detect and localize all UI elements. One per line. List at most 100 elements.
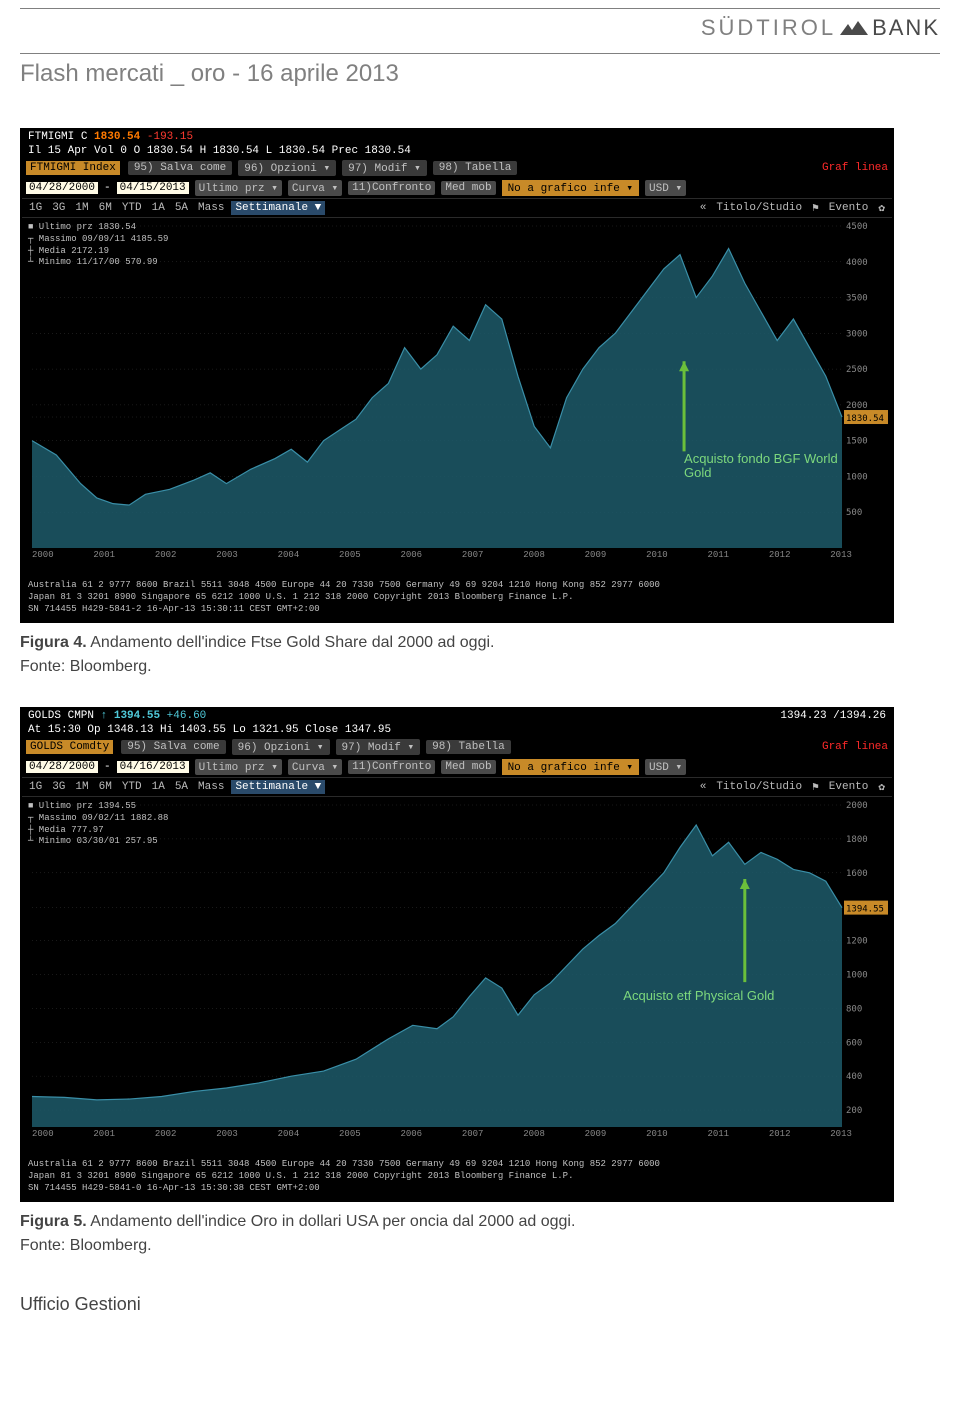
chart-legend: ■ Ultimo prz 1830.54┬ Massimo 09/09/11 4… [28, 222, 168, 269]
svg-text:600: 600 [846, 1039, 862, 1049]
currency-dropdown[interactable]: USD ▾ [645, 180, 686, 196]
index-box[interactable]: FTMIGMI Index [26, 161, 120, 175]
range-3g[interactable]: 3G [49, 202, 68, 214]
svg-text:1200: 1200 [846, 937, 868, 947]
bloomberg-terminal-2: GOLDS CMPN ↑ 1394.55 +46.60 1394.23 /139… [20, 707, 894, 1202]
range-6m[interactable]: 6M [96, 202, 115, 214]
range-1m[interactable]: 1M [72, 781, 91, 793]
svg-text:800: 800 [846, 1005, 862, 1015]
noagg-toggle[interactable]: No a grafico infe ▾ [502, 759, 639, 775]
brand-logo: SÜDTIROLBANK [20, 11, 940, 45]
toolbar-item[interactable]: ✿ [875, 780, 888, 794]
svg-text:1000: 1000 [846, 971, 868, 981]
table-button[interactable]: 98) Tabella [426, 740, 511, 754]
ticker: FTMIGMI [28, 131, 74, 143]
date-from[interactable]: 04/28/2000 [26, 761, 98, 773]
ohlc-line: At 15:30 Op 1348.13 Hi 1403.55 Lo 1321.9… [22, 723, 892, 737]
currency-dropdown[interactable]: USD ▾ [645, 759, 686, 775]
options-button[interactable]: 96) Opzioni ▾ [238, 160, 336, 176]
ultimo-prz-dropdown[interactable]: Ultimo prz ▾ [195, 759, 282, 775]
terminal-footer: Australia 61 2 9777 8600 Brazil 5511 304… [22, 578, 892, 621]
range-1m[interactable]: 1M [72, 202, 91, 214]
curva-dropdown[interactable]: Curva ▾ [288, 759, 342, 775]
bid-ask: 1394.23 /1394.26 [780, 710, 886, 722]
x-axis: 2000200120022003200420052006200720082009… [32, 550, 852, 560]
range-mass[interactable]: Mass [195, 781, 227, 793]
interval-dropdown[interactable]: Settimanale ▼ [231, 201, 325, 215]
range-bar: 1G 3G 1M 6M YTD 1A 5A Mass Settimanale ▼ «Titolo/… [22, 198, 892, 218]
date-to[interactable]: 04/15/2013 [117, 182, 189, 194]
svg-text:200: 200 [846, 1106, 862, 1116]
svg-text:2000: 2000 [846, 801, 868, 811]
svg-text:500: 500 [846, 508, 862, 518]
options-button[interactable]: 96) Opzioni ▾ [232, 739, 330, 755]
range-5a[interactable]: 5A [172, 781, 191, 793]
svg-text:2000: 2000 [846, 401, 868, 411]
terminal-footer: Australia 61 2 9777 8600 Brazil 5511 304… [22, 1157, 892, 1200]
chart-area-2[interactable]: 200400600800100012001394.55160018002000 … [22, 797, 892, 1157]
table-button[interactable]: 98) Tabella [433, 161, 518, 175]
toolbar-item[interactable]: Evento [826, 202, 872, 214]
change: +46.60 [167, 710, 207, 722]
range-ytd[interactable]: YTD [119, 781, 145, 793]
range-1a[interactable]: 1A [149, 781, 168, 793]
medmob-button[interactable]: Med mob [441, 181, 495, 195]
toolbar-item[interactable]: Evento [826, 781, 872, 793]
office-label: Ufficio Gestioni [20, 1294, 940, 1315]
interval-dropdown[interactable]: Settimanale ▼ [231, 780, 325, 794]
toolbar-item[interactable]: « [697, 202, 710, 214]
x-axis: 2000200120022003200420052006200720082009… [32, 1129, 852, 1139]
svg-text:3000: 3000 [846, 330, 868, 340]
svg-text:1600: 1600 [846, 869, 868, 879]
range-ytd[interactable]: YTD [119, 202, 145, 214]
bloomberg-terminal-1: FTMIGMI C 1830.54 -193.15 Il 15 Apr Vol … [20, 128, 894, 623]
range-1g[interactable]: 1G [26, 202, 45, 214]
curva-dropdown[interactable]: Curva ▾ [288, 180, 342, 196]
medmob-button[interactable]: Med mob [441, 760, 495, 774]
date-from[interactable]: 04/28/2000 [26, 182, 98, 194]
svg-text:4000: 4000 [846, 258, 868, 268]
confronto-button[interactable]: 11)Confronto [348, 181, 435, 195]
confronto-button[interactable]: 11)Confronto [348, 760, 435, 774]
svg-text:1500: 1500 [846, 437, 868, 447]
chart-type-label: Graf linea [822, 741, 888, 753]
range-1g[interactable]: 1G [26, 781, 45, 793]
ultimo-prz-dropdown[interactable]: Ultimo prz ▾ [195, 180, 282, 196]
save-as-button[interactable]: 95) Salva come [128, 161, 232, 175]
svg-text:4500: 4500 [846, 222, 868, 232]
index-box[interactable]: GOLDS Comdty [26, 740, 113, 754]
range-5a[interactable]: 5A [172, 202, 191, 214]
modify-button[interactable]: 97) Modif ▾ [342, 160, 427, 176]
figure-4-caption: Figura 4. Andamento dell'indice Ftse Gol… [20, 631, 940, 679]
toolbar-item[interactable]: ✿ [875, 201, 888, 215]
date-to[interactable]: 04/16/2013 [117, 761, 189, 773]
range-mass[interactable]: Mass [195, 202, 227, 214]
range-6m[interactable]: 6M [96, 781, 115, 793]
modify-button[interactable]: 97) Modif ▾ [336, 739, 421, 755]
svg-text:2500: 2500 [846, 365, 868, 375]
toolbar-item[interactable]: Titolo/Studio [713, 202, 805, 214]
close-price: 1830.54 [94, 131, 140, 143]
toolbar-item[interactable]: ⚑ [809, 201, 822, 215]
close-price: 1394.55 [114, 710, 160, 722]
ticker: GOLDS CMPN [28, 710, 94, 722]
range-1a[interactable]: 1A [149, 202, 168, 214]
chart-type-label: Graf linea [822, 162, 888, 174]
page-title: Flash mercati _ oro - 16 aprile 2013 [20, 60, 940, 88]
range-bar: 1G 3G 1M 6M YTD 1A 5A Mass Settimanale ▼ «Titolo/… [22, 777, 892, 797]
toolbar-item[interactable]: ⚑ [809, 780, 822, 794]
svg-text:3500: 3500 [846, 294, 868, 304]
toolbar-item[interactable]: « [697, 781, 710, 793]
toolbar-item[interactable]: Titolo/Studio [713, 781, 805, 793]
ohlc-line: Il 15 Apr Vol 0 O 1830.54 H 1830.54 L 18… [22, 144, 892, 158]
noagg-toggle[interactable]: No a grafico infe ▾ [502, 180, 639, 196]
svg-text:400: 400 [846, 1072, 862, 1082]
annotation-2: Acquisto etf Physical Gold [623, 989, 774, 1003]
chart-legend: ■ Ultimo prz 1394.55┬ Massimo 09/02/11 1… [28, 801, 168, 848]
chart-area-1[interactable]: 500100015001830.542000250030003500400045… [22, 218, 892, 578]
change: -193.15 [147, 131, 193, 143]
range-3g[interactable]: 3G [49, 781, 68, 793]
figure-5-caption: Figura 5. Andamento dell'indice Oro in d… [20, 1210, 940, 1258]
save-as-button[interactable]: 95) Salva come [121, 740, 225, 754]
svg-text:1800: 1800 [846, 835, 868, 845]
